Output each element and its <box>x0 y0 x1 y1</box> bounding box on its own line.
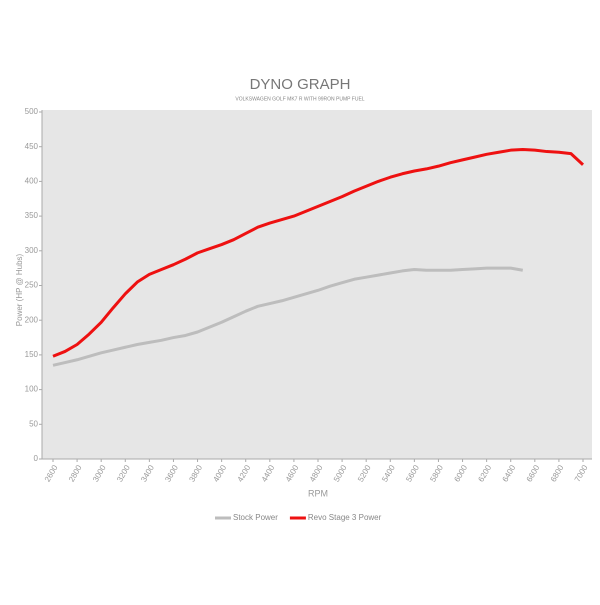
x-tick-label: 5800 <box>428 463 445 483</box>
y-tick-label: 100 <box>25 385 39 394</box>
x-tick-label: 3400 <box>139 463 156 483</box>
chart-subtitle: VOLKSWAGEN GOLF MK7 R WITH 99RON PUMP FU… <box>235 96 364 102</box>
y-tick-label: 400 <box>25 177 39 186</box>
legend-label: Stock Power <box>233 513 278 522</box>
y-tick-label: 500 <box>25 107 39 116</box>
series-line <box>52 147 585 358</box>
x-tick-label: 4200 <box>236 463 253 483</box>
plot-area <box>42 110 592 459</box>
y-tick-label: 450 <box>25 142 39 151</box>
y-tick-label: 300 <box>25 246 39 255</box>
x-tick-label: 4000 <box>212 463 229 483</box>
series-line <box>52 266 524 367</box>
legend-label: Revo Stage 3 Power <box>308 513 382 522</box>
x-tick-label: 3000 <box>91 463 108 483</box>
y-tick-label: 200 <box>25 315 39 324</box>
x-tick-label: 4600 <box>284 463 301 483</box>
x-tick-label: 6800 <box>549 463 566 483</box>
x-tick-label: 5200 <box>356 463 373 483</box>
x-tick-label: 6000 <box>452 463 469 483</box>
x-tick-label: 5600 <box>404 463 421 483</box>
x-tick-label: 6600 <box>525 463 542 483</box>
y-tick-label: 50 <box>29 419 38 428</box>
x-tick-label: 7000 <box>573 463 590 483</box>
y-axis-label: Power (HP @ Hubs) <box>15 253 24 326</box>
x-tick-label: 3200 <box>115 463 132 483</box>
y-tick-label: 250 <box>25 281 39 290</box>
x-axis-label: RPM <box>308 488 328 498</box>
x-tick-label: 3600 <box>163 463 180 483</box>
x-tick-label: 2800 <box>67 463 84 483</box>
x-tick-label: 4800 <box>308 463 325 483</box>
x-tick-label: 2600 <box>43 463 60 483</box>
x-tick-label: 6400 <box>501 463 518 483</box>
x-tick-label: 5400 <box>380 463 397 483</box>
x-tick-label: 3800 <box>187 463 204 483</box>
x-tick-label: 4400 <box>260 463 277 483</box>
y-tick-label: 0 <box>34 454 39 463</box>
x-tick-label: 5000 <box>332 463 349 483</box>
y-tick-label: 150 <box>25 350 39 359</box>
y-tick-label: 350 <box>25 211 39 220</box>
chart-title: DYNO GRAPH <box>250 76 351 93</box>
x-tick-label: 6200 <box>477 463 494 483</box>
